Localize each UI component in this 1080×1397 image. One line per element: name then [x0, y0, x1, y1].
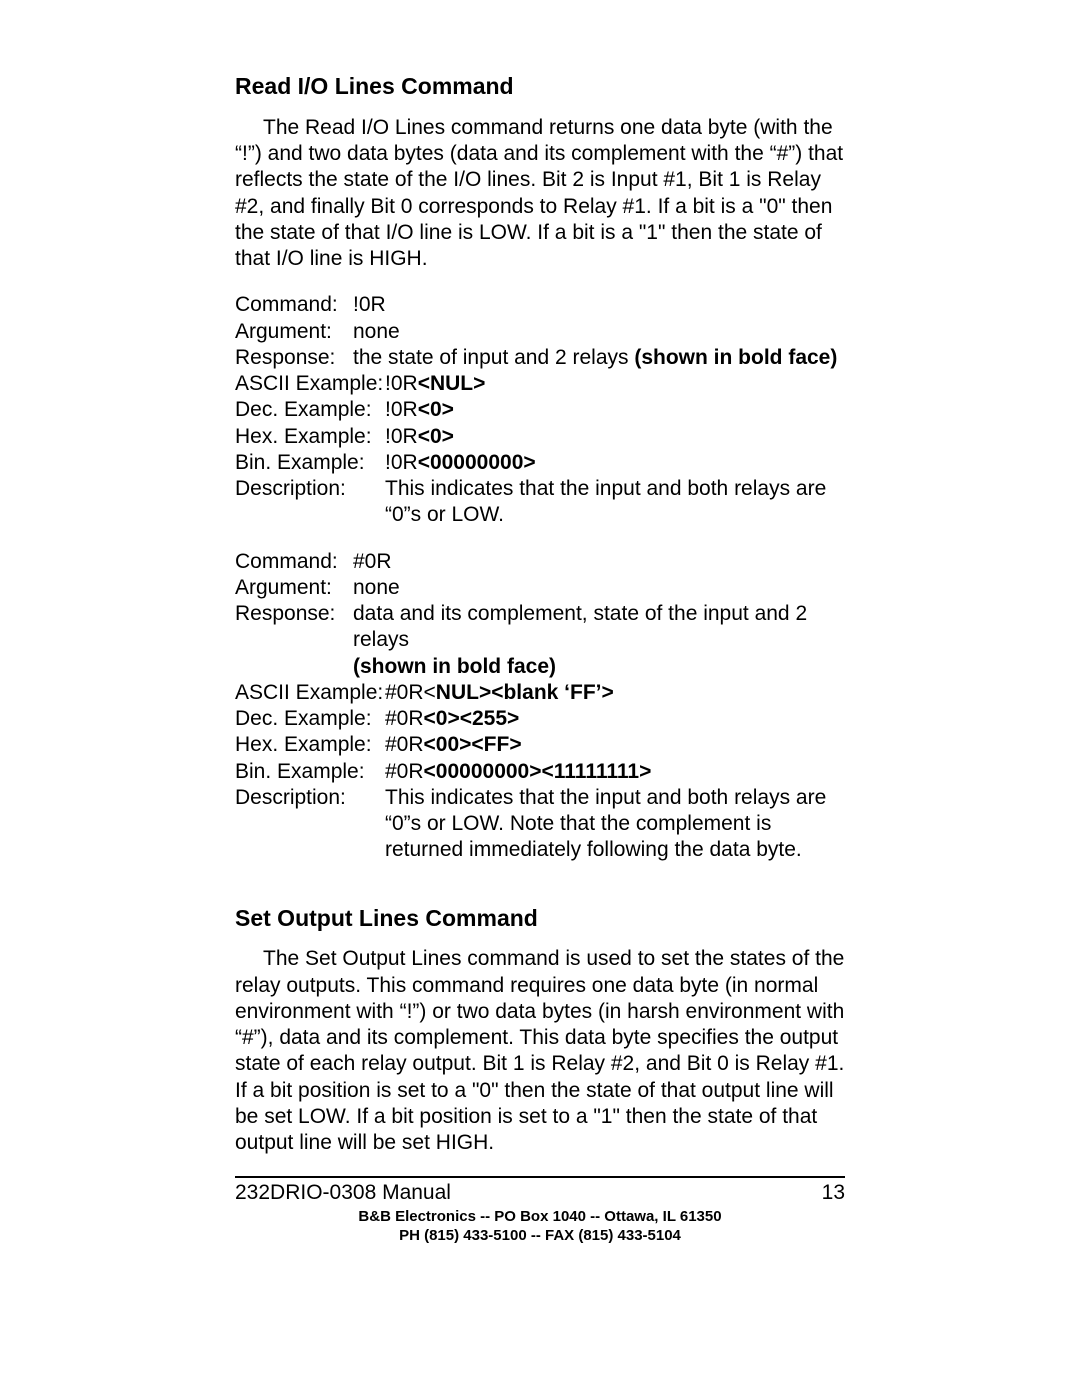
bin-pre: #0R	[385, 760, 424, 783]
dec-label: Dec. Example:	[235, 706, 385, 732]
desc-label: Description:	[235, 785, 385, 811]
section1-para: The Read I/O Lines command returns one d…	[235, 115, 845, 273]
desc-value: This indicates that the input and both r…	[385, 785, 845, 864]
argument-value: none	[353, 575, 845, 601]
command-value: #0R	[353, 549, 845, 575]
footer-address: B&B Electronics -- PO Box 1040 -- Ottawa…	[235, 1207, 845, 1227]
bin-value: !0R<00000000>	[385, 450, 845, 476]
desc-label: Description:	[235, 476, 385, 502]
dec-bold: <0><255>	[424, 707, 520, 730]
bin-label: Bin. Example:	[235, 759, 385, 785]
ascii-pre: #0R<	[385, 681, 436, 704]
hex-value: !0R<0>	[385, 424, 845, 450]
ascii-bold: NUL><blank ‘FF’>	[436, 681, 614, 704]
desc-value: This indicates that the input and both r…	[385, 476, 845, 529]
response-text: the state of input and 2 relays	[353, 346, 634, 369]
bin-pre: !0R	[385, 451, 418, 474]
argument-label: Argument:	[235, 319, 353, 345]
bin-value: #0R<00000000><11111111>	[385, 759, 845, 785]
response-value: the state of input and 2 relays (shown i…	[353, 345, 845, 371]
hex-bold: <0>	[418, 425, 454, 448]
footer-left: 232DRIO-0308 Manual	[235, 1180, 451, 1206]
hex-pre: !0R	[385, 425, 418, 448]
response-bold: (shown in bold face)	[353, 655, 556, 678]
hex-label: Hex. Example:	[235, 732, 385, 758]
hex-label: Hex. Example:	[235, 424, 385, 450]
dec-bold: <0>	[418, 398, 454, 421]
hex-bold: <00><FF>	[424, 733, 522, 756]
example-block-1: Command: !0R Argument: none Response: th…	[235, 292, 845, 528]
example-block-2: Command: #0R Argument: none Response: da…	[235, 549, 845, 864]
ascii-value: !0R<NUL>	[385, 371, 845, 397]
ascii-label: ASCII Example:	[235, 680, 385, 706]
document-page: Read I/O Lines Command The Read I/O Line…	[0, 0, 1080, 1397]
bin-bold: <00000000>	[418, 451, 536, 474]
argument-value: none	[353, 319, 845, 345]
hex-pre: #0R	[385, 733, 424, 756]
hex-value: #0R<00><FF>	[385, 732, 845, 758]
bin-label: Bin. Example:	[235, 450, 385, 476]
ascii-label: ASCII Example:	[235, 371, 385, 397]
page-number: 13	[822, 1180, 845, 1206]
argument-label: Argument:	[235, 575, 353, 601]
footer-phone: PH (815) 433-5100 -- FAX (815) 433-5104	[235, 1226, 845, 1246]
command-label: Command:	[235, 292, 353, 318]
response-label: Response:	[235, 601, 353, 627]
response-label: Response:	[235, 345, 353, 371]
command-label: Command:	[235, 549, 353, 575]
command-value: !0R	[353, 292, 845, 318]
bin-bold: <00000000><11111111>	[424, 760, 652, 783]
section1-title: Read I/O Lines Command	[235, 72, 845, 101]
response-value: data and its complement, state of the in…	[353, 601, 845, 680]
footer-line1: 232DRIO-0308 Manual 13	[235, 1180, 845, 1206]
ascii-bold: <NUL>	[418, 372, 486, 395]
dec-pre: #0R	[385, 707, 424, 730]
dec-label: Dec. Example:	[235, 397, 385, 423]
section2-title: Set Output Lines Command	[235, 904, 845, 933]
ascii-value: #0R<NUL><blank ‘FF’>	[385, 680, 845, 706]
ascii-pre: !0R	[385, 372, 418, 395]
dec-value: #0R<0><255>	[385, 706, 845, 732]
response-text: data and its complement, state of the in…	[353, 602, 807, 651]
dec-value: !0R<0>	[385, 397, 845, 423]
footer-rule	[235, 1176, 845, 1178]
response-bold: (shown in bold face)	[634, 346, 837, 369]
section2-para: The Set Output Lines command is used to …	[235, 946, 845, 1156]
dec-pre: !0R	[385, 398, 418, 421]
